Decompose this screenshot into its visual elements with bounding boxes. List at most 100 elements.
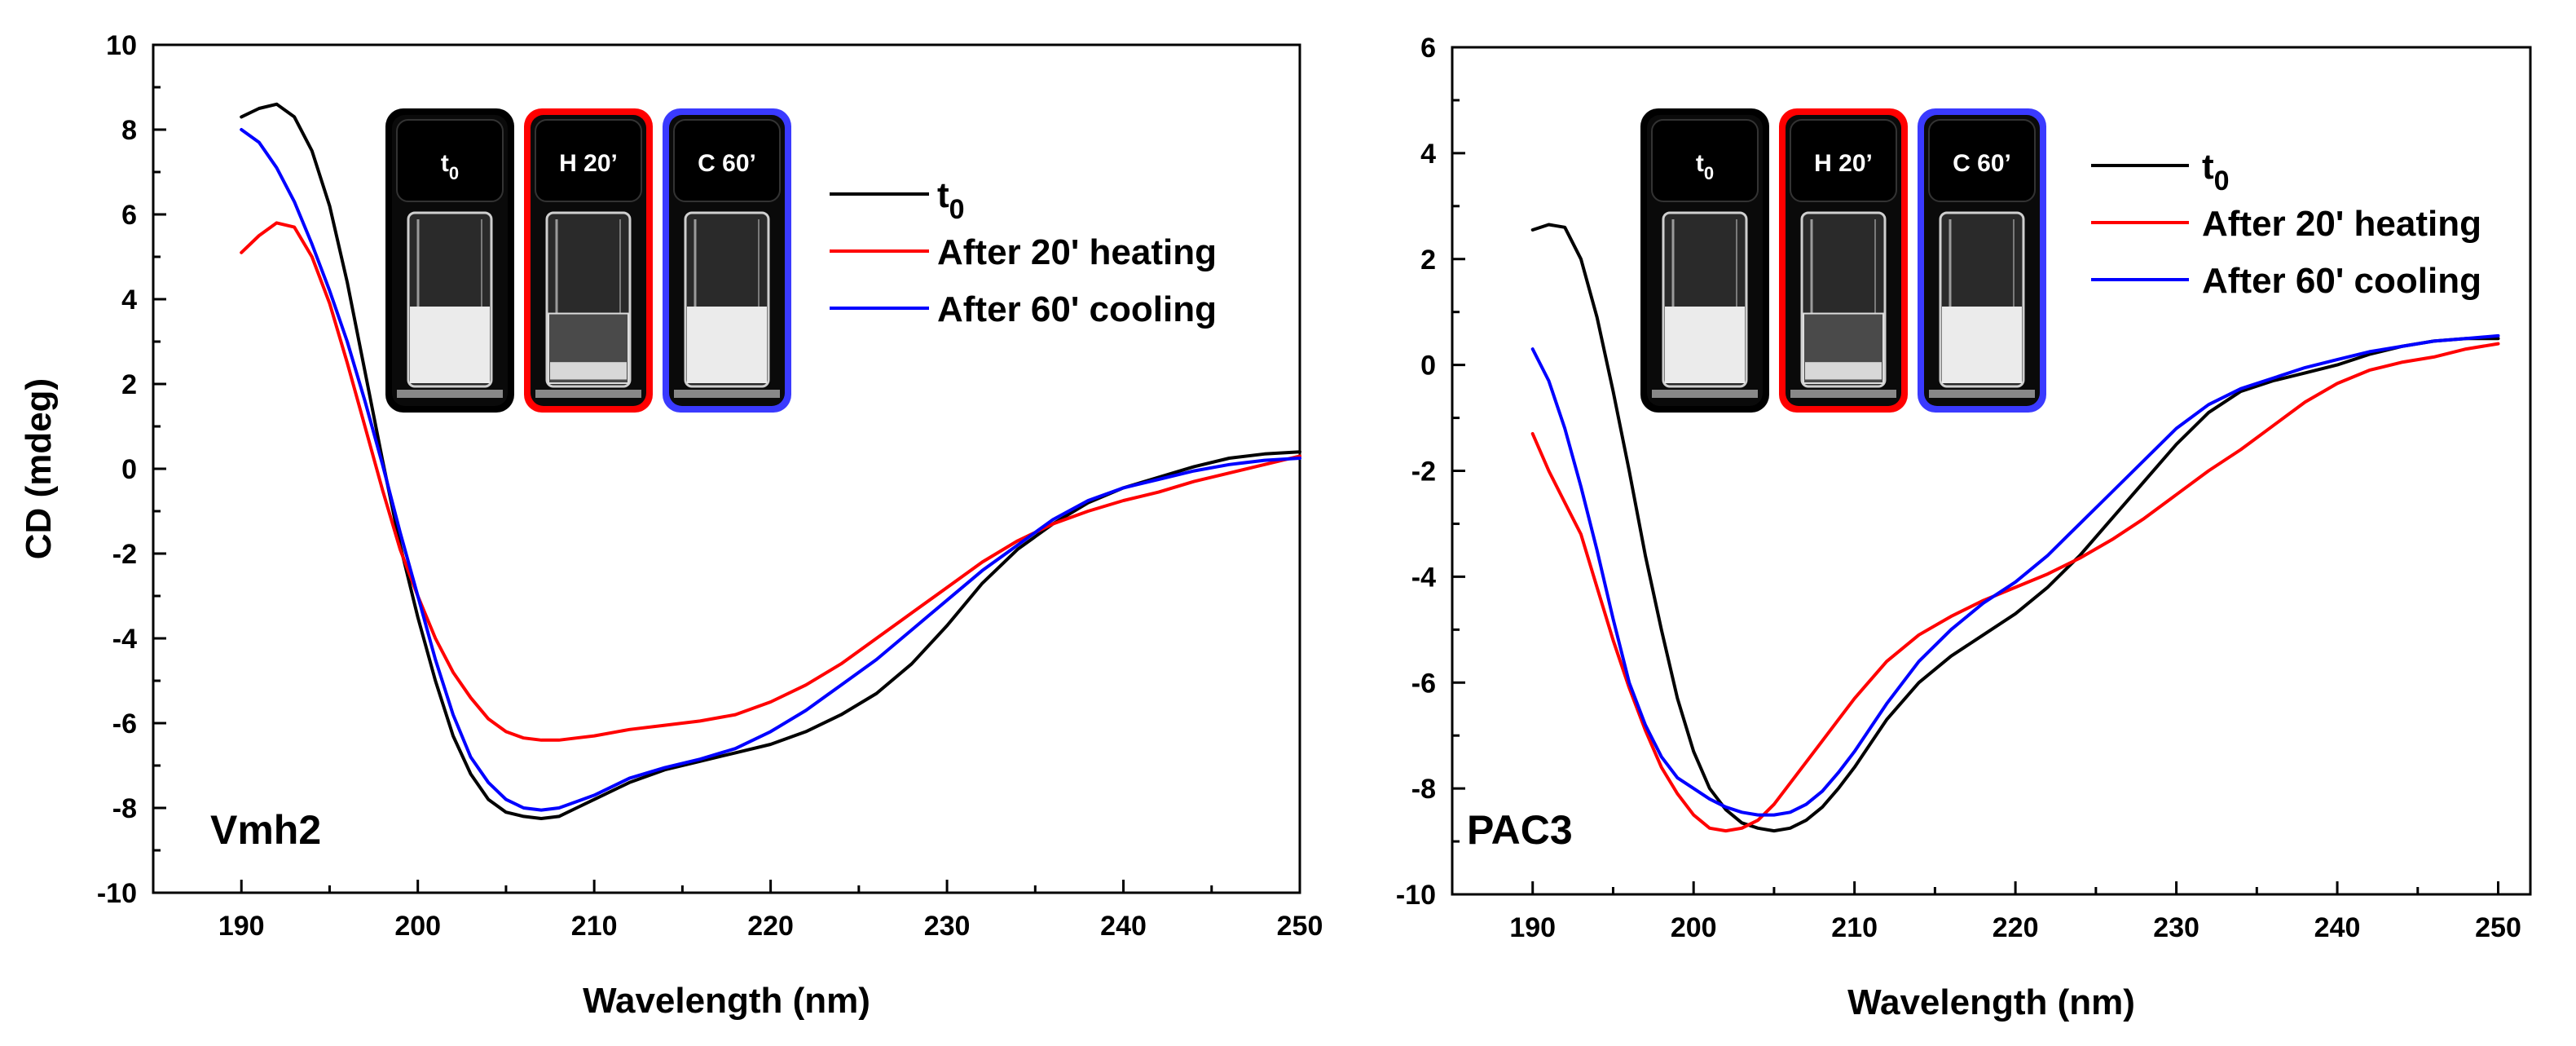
vial-sediment	[550, 362, 627, 380]
x-tick-label: 250	[1277, 911, 1323, 942]
x-tick-label: 220	[747, 911, 794, 942]
panel-label: Vmh2	[210, 807, 321, 853]
series-line-cooling	[1530, 333, 2500, 817]
legend-entry-text: After 20' heating	[937, 232, 1217, 272]
vial-label-box	[396, 119, 504, 202]
vial-photo: C 60’	[663, 108, 791, 413]
x-tick-label: 190	[218, 911, 265, 942]
legend-entry-subscript: 0	[949, 194, 965, 225]
x-tick-label: 220	[1993, 912, 2039, 943]
y-tick-label: -8	[1411, 774, 1436, 805]
vial-label: C 60’	[698, 150, 756, 177]
legend-entry-text: After 20' heating	[2202, 204, 2481, 244]
vial-label-subscript: 0	[449, 163, 459, 183]
y-tick-label: 6	[1420, 33, 1436, 64]
vial-label: H 20’	[1814, 150, 1873, 177]
y-tick-label: 2	[1420, 245, 1436, 276]
chart-panel-vmh2: 190 200 210 220 230 240 250 -10 -8 -6 -4 -2 0 2 4 6 8 10 W…	[19, 30, 1323, 1021]
x-tick-label: 210	[571, 911, 618, 942]
chart-panel-pac3: 190 200 210 220 230 240 250 -10 -8 -6 -4 -2 0 2 4 6 Wave…	[1396, 33, 2532, 1022]
legend-entry: After 60' cooling	[2202, 261, 2481, 301]
y-tick-label: 0	[121, 454, 137, 485]
vial-label: t0	[441, 150, 459, 183]
vial-photo: t0	[1640, 108, 1769, 413]
vial-label-text: H 20’	[1814, 150, 1873, 177]
vial-base	[1790, 390, 1896, 398]
y-tick-label: 8	[121, 115, 137, 146]
y-tick-label: -6	[1411, 668, 1436, 699]
x-tick-label: 230	[2153, 912, 2200, 943]
series-line-heating	[240, 221, 1301, 742]
vial-label-box	[1928, 119, 2036, 202]
vial-label: H 20’	[559, 150, 618, 177]
legend-entry: t0	[937, 175, 965, 225]
y-tick-label: -2	[1411, 457, 1436, 488]
legend-entry-text: After 60' cooling	[937, 289, 1217, 329]
vial-photo: H 20’	[524, 108, 653, 413]
vial-label-box	[673, 119, 781, 202]
y-tick-label: 4	[1420, 139, 1436, 170]
panel-label: PAC3	[1467, 807, 1573, 853]
vial-label: t0	[1696, 150, 1714, 183]
vial-label-text: C 60’	[1953, 150, 2011, 177]
y-tick-label: -8	[112, 793, 137, 824]
x-tick-label: 250	[2475, 912, 2521, 943]
x-axis-title: Wavelength (nm)	[583, 981, 870, 1021]
vial-label-subscript: 0	[1704, 163, 1714, 183]
y-tick-label: -2	[112, 539, 137, 570]
series-line-t0	[240, 102, 1301, 820]
y-tick-label: 10	[106, 30, 137, 61]
series-line-cooling	[240, 128, 1301, 812]
vial-label-text: H 20’	[559, 150, 618, 177]
vial-label-text: C 60’	[698, 150, 756, 177]
y-tick-label: -4	[112, 624, 137, 655]
y-axis-title: CD (mdeg)	[19, 378, 59, 559]
y-tick-label: -10	[97, 878, 137, 909]
vial-liquid	[410, 307, 490, 383]
x-tick-label: 240	[2314, 912, 2361, 943]
y-tick-label: 0	[1420, 351, 1436, 382]
vial-photo: C 60’	[1918, 108, 2046, 413]
x-tick-label: 240	[1100, 911, 1147, 942]
vial-liquid	[1665, 307, 1745, 383]
x-tick-label: 200	[394, 911, 441, 942]
vial-label-text: t	[441, 150, 449, 177]
vial-base	[397, 390, 503, 398]
y-tick-label: -6	[112, 708, 137, 739]
x-axis-title: Wavelength (nm)	[1847, 982, 2135, 1022]
x-tick-label: 190	[1509, 912, 1556, 943]
y-tick-label: -10	[1396, 880, 1436, 911]
legend-entry: After 20' heating	[2202, 204, 2481, 244]
y-tick-label: 2	[121, 369, 137, 400]
x-tick-label: 230	[924, 911, 971, 942]
y-tick-label: 6	[121, 200, 137, 231]
series-line-heating	[1530, 342, 2500, 833]
legend-entry-text: t	[2202, 147, 2214, 187]
vial-label-text: t	[1696, 150, 1704, 177]
vial-label-box	[535, 119, 642, 202]
vial-label-box	[1651, 119, 1759, 202]
legend-entry-text: t	[937, 175, 949, 215]
legend-entry-subscript: 0	[2214, 166, 2230, 196]
vial-liquid	[1942, 307, 2022, 383]
vial-base	[1929, 390, 2035, 398]
vial-photo: H 20’	[1779, 108, 1908, 413]
y-tick-label: 4	[121, 285, 137, 316]
vial-label: C 60’	[1953, 150, 2011, 177]
vial-base	[674, 390, 780, 398]
legend-entry: t0	[2202, 147, 2230, 196]
vial-label-box	[1790, 119, 1897, 202]
vial-base	[535, 390, 641, 398]
legend-entry: After 60' cooling	[937, 289, 1217, 329]
x-tick-label: 200	[1671, 912, 1717, 943]
legend-entry: After 20' heating	[937, 232, 1217, 272]
x-tick-label: 210	[1831, 912, 1878, 943]
series-line-t0	[1530, 223, 2500, 833]
vial-liquid	[687, 307, 767, 383]
legend-entry-text: After 60' cooling	[2202, 261, 2481, 301]
vial-sediment	[1805, 362, 1882, 380]
vial-photo: t0	[385, 108, 514, 413]
y-tick-label: -4	[1411, 562, 1436, 593]
vial-base	[1652, 390, 1758, 398]
